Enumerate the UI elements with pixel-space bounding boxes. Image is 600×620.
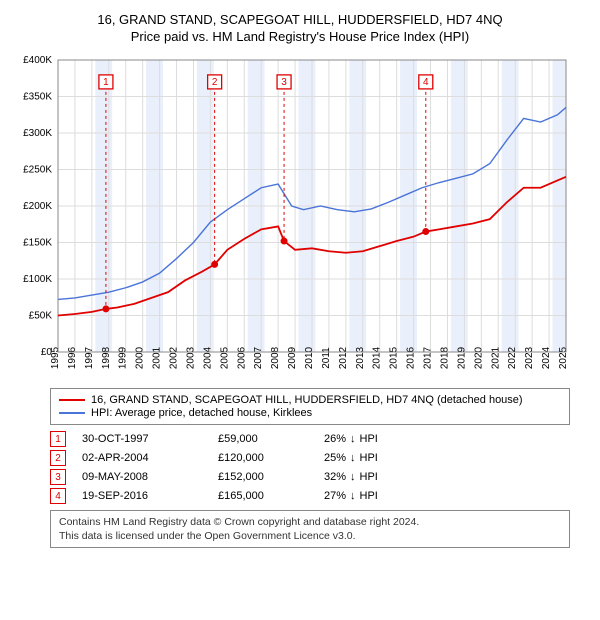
sale-date: 30-OCT-1997 bbox=[82, 433, 202, 445]
sale-diff: 26% ↓ HPI bbox=[324, 433, 378, 445]
sale-diff-vs: HPI bbox=[360, 433, 378, 445]
sale-price: £152,000 bbox=[218, 471, 308, 483]
svg-text:2003: 2003 bbox=[185, 346, 196, 369]
sale-date: 09-MAY-2008 bbox=[82, 471, 202, 483]
svg-text:2006: 2006 bbox=[236, 346, 247, 369]
sale-row: 1 30-OCT-1997 £59,000 26% ↓ HPI bbox=[50, 431, 570, 447]
sale-diff-pct: 26% bbox=[324, 433, 346, 445]
svg-text:2017: 2017 bbox=[423, 346, 434, 369]
svg-text:£150K: £150K bbox=[23, 238, 52, 249]
svg-text:2014: 2014 bbox=[372, 346, 383, 369]
svg-text:2005: 2005 bbox=[219, 346, 230, 369]
legend-label: HPI: Average price, detached house, Kirk… bbox=[91, 407, 312, 419]
arrow-down-icon: ↓ bbox=[350, 490, 356, 502]
sale-diff: 32% ↓ HPI bbox=[324, 471, 378, 483]
svg-text:2007: 2007 bbox=[253, 346, 264, 369]
sale-date: 02-APR-2004 bbox=[82, 452, 202, 464]
sale-marker: 2 bbox=[50, 450, 66, 466]
license-line1: Contains HM Land Registry data © Crown c… bbox=[59, 515, 561, 529]
svg-text:2004: 2004 bbox=[202, 346, 213, 369]
chart-svg: £0£50K£100K£150K£200K£250K£300K£350K£400… bbox=[10, 52, 570, 382]
legend-label: 16, GRAND STAND, SCAPEGOAT HILL, HUDDERS… bbox=[91, 394, 523, 406]
sale-marker: 1 bbox=[50, 431, 66, 447]
sale-row: 3 09-MAY-2008 £152,000 32% ↓ HPI bbox=[50, 469, 570, 485]
sale-marker: 3 bbox=[50, 469, 66, 485]
svg-text:1995: 1995 bbox=[50, 346, 61, 369]
chart-titles: 16, GRAND STAND, SCAPEGOAT HILL, HUDDERS… bbox=[10, 12, 590, 44]
title-subtitle: Price paid vs. HM Land Registry's House … bbox=[10, 29, 590, 44]
svg-text:2013: 2013 bbox=[355, 346, 366, 369]
sale-diff: 25% ↓ HPI bbox=[324, 452, 378, 464]
svg-text:2025: 2025 bbox=[558, 346, 569, 369]
sales-table: 1 30-OCT-1997 £59,000 26% ↓ HPI 2 02-APR-2004 £1… bbox=[50, 431, 570, 504]
arrow-down-icon: ↓ bbox=[350, 433, 356, 445]
svg-text:2021: 2021 bbox=[490, 346, 501, 369]
legend-row: 16, GRAND STAND, SCAPEGOAT HILL, HUDDERS… bbox=[59, 394, 561, 406]
svg-text:2019: 2019 bbox=[456, 346, 467, 369]
svg-text:4: 4 bbox=[423, 77, 429, 88]
svg-text:2015: 2015 bbox=[389, 346, 400, 369]
sale-diff-pct: 27% bbox=[324, 490, 346, 502]
sale-date: 19-SEP-2016 bbox=[82, 490, 202, 502]
svg-text:2016: 2016 bbox=[406, 346, 417, 369]
svg-text:2024: 2024 bbox=[541, 346, 552, 369]
price-chart: £0£50K£100K£150K£200K£250K£300K£350K£400… bbox=[10, 52, 590, 382]
sale-diff-pct: 25% bbox=[324, 452, 346, 464]
svg-text:2: 2 bbox=[212, 77, 218, 88]
legend-swatch bbox=[59, 399, 85, 401]
sale-price: £165,000 bbox=[218, 490, 308, 502]
svg-text:3: 3 bbox=[281, 77, 287, 88]
sale-diff-vs: HPI bbox=[360, 452, 378, 464]
sale-diff: 27% ↓ HPI bbox=[324, 490, 378, 502]
svg-text:2008: 2008 bbox=[270, 346, 281, 369]
legend-row: HPI: Average price, detached house, Kirk… bbox=[59, 407, 561, 419]
sale-marker: 4 bbox=[50, 488, 66, 504]
svg-text:£250K: £250K bbox=[23, 165, 52, 176]
svg-text:2009: 2009 bbox=[287, 346, 298, 369]
sale-row: 2 02-APR-2004 £120,000 25% ↓ HPI bbox=[50, 450, 570, 466]
svg-text:2011: 2011 bbox=[321, 347, 332, 369]
svg-text:1: 1 bbox=[103, 77, 109, 88]
arrow-down-icon: ↓ bbox=[350, 471, 356, 483]
svg-text:2018: 2018 bbox=[439, 346, 450, 369]
svg-text:2000: 2000 bbox=[135, 346, 146, 369]
title-address: 16, GRAND STAND, SCAPEGOAT HILL, HUDDERS… bbox=[10, 12, 590, 27]
svg-text:2001: 2001 bbox=[152, 346, 163, 369]
license-line2: This data is licensed under the Open Gov… bbox=[59, 529, 561, 543]
svg-text:2012: 2012 bbox=[338, 346, 349, 369]
sale-row: 4 19-SEP-2016 £165,000 27% ↓ HPI bbox=[50, 488, 570, 504]
sale-diff-pct: 32% bbox=[324, 471, 346, 483]
legend-swatch bbox=[59, 412, 85, 414]
sale-price: £59,000 bbox=[218, 433, 308, 445]
svg-text:£50K: £50K bbox=[29, 311, 53, 322]
svg-text:2010: 2010 bbox=[304, 346, 315, 369]
arrow-down-icon: ↓ bbox=[350, 452, 356, 464]
sale-price: £120,000 bbox=[218, 452, 308, 464]
sale-diff-vs: HPI bbox=[360, 490, 378, 502]
svg-text:1998: 1998 bbox=[101, 346, 112, 369]
svg-text:2023: 2023 bbox=[524, 346, 535, 369]
svg-text:£350K: £350K bbox=[23, 92, 52, 103]
svg-text:1999: 1999 bbox=[118, 346, 129, 369]
chart-legend: 16, GRAND STAND, SCAPEGOAT HILL, HUDDERS… bbox=[50, 388, 570, 425]
svg-text:2020: 2020 bbox=[473, 346, 484, 369]
svg-text:£200K: £200K bbox=[23, 201, 52, 212]
svg-text:£400K: £400K bbox=[23, 55, 52, 66]
svg-text:1996: 1996 bbox=[67, 346, 78, 369]
svg-text:1997: 1997 bbox=[84, 346, 95, 369]
svg-text:2022: 2022 bbox=[507, 346, 518, 369]
sale-diff-vs: HPI bbox=[360, 471, 378, 483]
license-box: Contains HM Land Registry data © Crown c… bbox=[50, 510, 570, 548]
svg-text:£300K: £300K bbox=[23, 128, 52, 139]
svg-text:2002: 2002 bbox=[169, 346, 180, 369]
svg-text:£100K: £100K bbox=[23, 274, 52, 285]
